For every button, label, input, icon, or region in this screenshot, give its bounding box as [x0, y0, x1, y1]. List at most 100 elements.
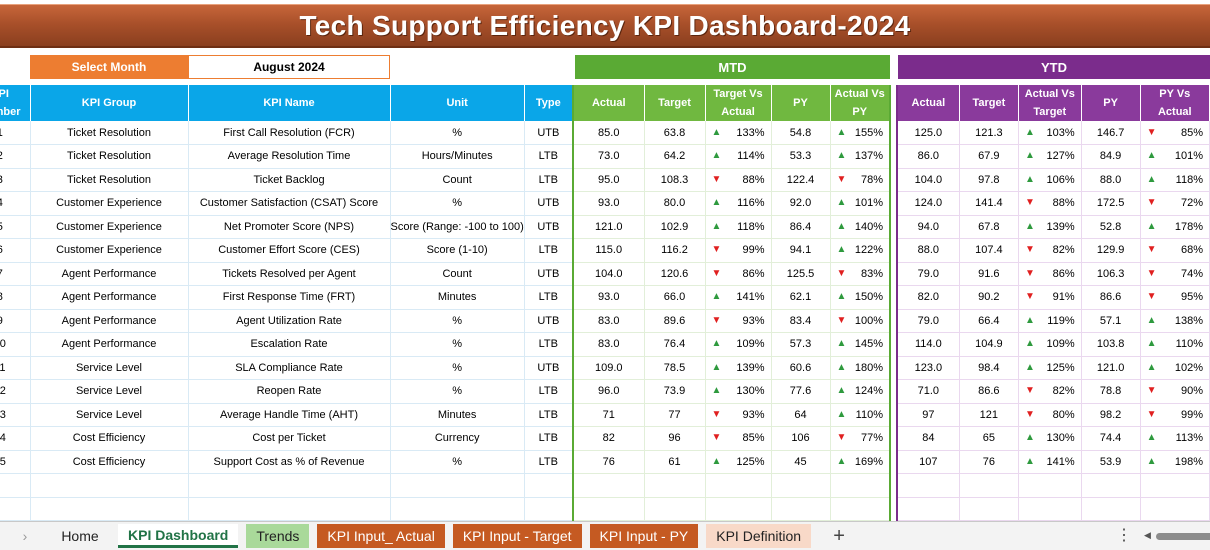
- down-arrow-icon: ▼: [711, 408, 722, 420]
- ytd-py-vs-actual-cell: ▼ 99%: [1140, 403, 1210, 427]
- ytd-table: Actual Target Actual Vs Target PY PY Vs …: [896, 85, 1210, 521]
- type-cell: LTB: [524, 426, 573, 451]
- scrollbar-thumb[interactable]: [1156, 533, 1210, 540]
- kpi-group-cell: Service Level: [30, 403, 189, 427]
- percent-value: 85%: [1180, 126, 1203, 139]
- ytd-target-cell: 121.3: [959, 121, 1020, 145]
- mtd-target-vs-actual-cell: ▼ 93%: [705, 309, 772, 333]
- ytd-actual-cell: 97: [897, 403, 960, 427]
- kpi-number-cell: 14: [0, 426, 31, 451]
- down-arrow-icon: ▼: [711, 267, 722, 279]
- down-arrow-icon: ▼: [836, 173, 847, 185]
- tab-kpi-input-actual[interactable]: KPI Input_ Actual: [317, 524, 445, 548]
- ytd-target-cell: 67.9: [959, 144, 1020, 169]
- percent-value: 119%: [1047, 314, 1075, 327]
- up-arrow-icon: ▲: [1025, 314, 1035, 326]
- type-cell: LTB: [524, 450, 573, 474]
- kpi-group-cell: Ticket Resolution: [30, 121, 189, 145]
- more-options-icon[interactable]: ⋮: [1116, 527, 1132, 544]
- kpi-group-cell: Service Level: [30, 356, 189, 380]
- empty-cell: [30, 473, 189, 498]
- down-arrow-icon: ▼: [711, 432, 722, 444]
- tab-kpi-definition[interactable]: KPI Definition: [706, 524, 812, 548]
- percent-value: 110%: [855, 408, 883, 421]
- tab-kpi-dashboard[interactable]: KPI Dashboard: [118, 524, 239, 548]
- unit-cell: Hours/Minutes: [390, 144, 525, 169]
- up-arrow-icon: ▲: [836, 150, 847, 162]
- down-arrow-icon: ▼: [1025, 385, 1035, 397]
- up-arrow-icon: ▲: [1025, 338, 1035, 350]
- mtd-actual-cell: 76: [573, 450, 645, 474]
- down-arrow-icon: ▼: [1025, 291, 1035, 303]
- unit-cell: Count: [390, 262, 525, 286]
- mtd-actual-vs-py-cell: ▲ 150%: [830, 285, 891, 310]
- mtd-py-cell: 57.3: [771, 332, 831, 357]
- up-arrow-icon: ▲: [1146, 432, 1157, 444]
- type-cell: LTB: [524, 168, 573, 192]
- mtd-actual-vs-py-cell: ▲ 137%: [830, 144, 891, 169]
- table-row: 83.0 76.4 ▲ 109% 57.3 ▲ 145%: [573, 332, 891, 357]
- mtd-actual-cell: 71: [573, 403, 645, 427]
- percent-value: 83%: [860, 267, 883, 280]
- ytd-actual-vs-target-cell: ▲ 103%: [1018, 121, 1082, 145]
- mtd-actual-cell: 93.0: [573, 285, 645, 310]
- table-row: 109.0 78.5 ▲ 139% 60.6 ▲ 180%: [573, 356, 891, 380]
- mtd-target-cell: 61: [644, 450, 706, 474]
- prev-sheet-icon[interactable]: ›: [22, 528, 28, 544]
- ytd-actual-vs-target-cell: ▼ 86%: [1018, 262, 1082, 286]
- up-arrow-icon: ▲: [711, 338, 722, 350]
- mtd-actual-cell: 82: [573, 426, 645, 451]
- kpi-number-cell: 3: [0, 168, 31, 192]
- ytd-target-cell: 91.6: [959, 262, 1020, 286]
- percent-value: 88%: [742, 173, 765, 186]
- ytd-py-vs-actual-cell: ▼ 74%: [1140, 262, 1210, 286]
- scroll-left-icon[interactable]: ◀: [1144, 530, 1151, 540]
- ytd-col-py-vs-actual: PY Vs Actual: [1140, 85, 1210, 121]
- type-cell: UTB: [524, 309, 573, 333]
- percent-value: 137%: [854, 150, 883, 163]
- kpi-number-cell: 13: [0, 403, 31, 427]
- ytd-actual-vs-target-cell: ▼ 88%: [1018, 191, 1082, 216]
- mtd-target-cell: 120.6: [644, 262, 706, 286]
- mtd-col-target: Target: [644, 85, 706, 121]
- percent-value: 139%: [1046, 220, 1075, 233]
- ytd-actual-cell: 79.0: [897, 309, 960, 333]
- percent-value: 138%: [1174, 314, 1203, 327]
- unit-cell: %: [390, 332, 525, 357]
- tab-trends[interactable]: Trends: [246, 524, 310, 548]
- ytd-py-cell: 129.9: [1081, 238, 1141, 263]
- mtd-actual-cell: 121.0: [573, 215, 645, 239]
- ytd-py-vs-actual-cell: ▼ 72%: [1140, 191, 1210, 216]
- empty-cell: [644, 473, 706, 498]
- percent-value: 130%: [1046, 432, 1075, 445]
- empty-cell: [188, 473, 391, 498]
- ytd-py-cell: 74.4: [1081, 426, 1141, 451]
- add-sheet-icon[interactable]: +: [833, 524, 845, 547]
- percent-value: 140%: [854, 220, 883, 233]
- kpi-name-cell: First Call Resolution (FCR): [188, 121, 391, 145]
- ytd-target-cell: 86.6: [959, 379, 1020, 404]
- tab-home[interactable]: Home: [61, 528, 99, 544]
- kpi-name-cell: SLA Compliance Rate: [188, 356, 391, 380]
- horizontal-scrollbar[interactable]: ◀: [1140, 530, 1210, 542]
- mtd-target-vs-actual-cell: ▼ 88%: [705, 168, 772, 192]
- select-month-label: Select Month: [30, 55, 188, 79]
- ytd-actual-cell: 71.0: [897, 379, 960, 404]
- table-row: 104.0 97.8 ▲ 106% 88.0 ▲ 118%: [897, 168, 1210, 192]
- select-month-dropdown[interactable]: August 2024: [188, 55, 390, 79]
- kpi-group-cell: Agent Performance: [30, 309, 189, 333]
- percent-value: 124%: [854, 385, 883, 398]
- unit-cell: Minutes: [390, 403, 525, 427]
- percent-value: 133%: [736, 126, 765, 139]
- tab-kpi-input-target[interactable]: KPI Input - Target: [452, 524, 582, 548]
- mtd-actual-cell: 95.0: [573, 168, 645, 192]
- percent-value: 91%: [1052, 291, 1075, 304]
- up-arrow-icon: ▲: [711, 220, 722, 232]
- mtd-col-py: PY: [771, 85, 831, 121]
- kpi-group-cell: Ticket Resolution: [30, 168, 189, 192]
- percent-value: 100%: [854, 314, 883, 327]
- tab-kpi-input-py[interactable]: KPI Input - PY: [589, 524, 699, 548]
- mtd-py-cell: 94.1: [771, 238, 831, 263]
